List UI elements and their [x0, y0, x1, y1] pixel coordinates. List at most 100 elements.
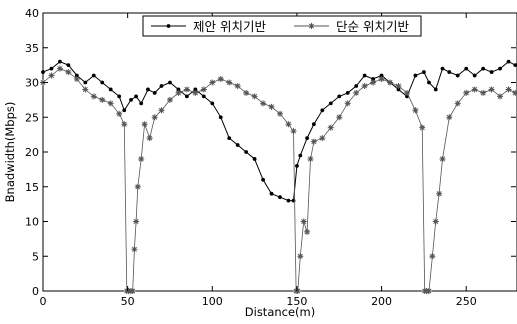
- data-point-series-2: [48, 72, 55, 79]
- data-point-series-1: [298, 153, 303, 158]
- data-point-series-2: [297, 253, 304, 260]
- data-point-series-2: [378, 76, 385, 83]
- data-point-series-2: [412, 107, 419, 114]
- data-point-series-1: [447, 70, 452, 74]
- data-point-series-2: [454, 100, 461, 107]
- x-tick-label: 200: [371, 295, 392, 308]
- data-point-series-1: [421, 70, 426, 74]
- data-point-series-2: [175, 89, 182, 96]
- data-point-series-1: [244, 150, 249, 154]
- x-tick-label: 150: [286, 295, 307, 308]
- data-point-series-2: [463, 89, 470, 96]
- y-tick-label: 35: [25, 42, 39, 55]
- data-point-series-1: [58, 59, 62, 64]
- data-point-series-1: [345, 91, 350, 95]
- data-point-series-1: [278, 195, 282, 200]
- data-point-series-2: [290, 128, 297, 135]
- data-point-series-1: [337, 94, 342, 99]
- data-point-series-1: [513, 63, 517, 68]
- data-point-series-1: [286, 198, 291, 203]
- data-point-series-2: [209, 79, 216, 86]
- data-point-series-2: [505, 86, 512, 93]
- data-point-series-2: [327, 124, 334, 131]
- data-point-series-2: [146, 135, 153, 142]
- data-point-series-2: [158, 107, 165, 114]
- data-point-series-2: [446, 114, 453, 121]
- data-point-series-1: [379, 73, 384, 78]
- data-point-series-1: [506, 59, 511, 64]
- data-point-series-1: [261, 177, 265, 182]
- data-point-series-1: [311, 122, 316, 127]
- data-point-series-1: [129, 97, 133, 102]
- data-point-series-1: [413, 73, 418, 78]
- legend-marker-series-1: [151, 24, 186, 28]
- axis-ticks: 0 50 100 150 200 250 0 5 10 15 20 25 30 35 40: [25, 7, 516, 308]
- data-point-series-2: [370, 79, 377, 86]
- data-point-series-1: [218, 115, 223, 120]
- y-tick-label: 15: [25, 181, 39, 194]
- data-point-series-1: [498, 66, 502, 71]
- data-point-series-2: [183, 86, 190, 93]
- data-point-series-2: [425, 288, 432, 294]
- data-point-series-2: [260, 100, 267, 107]
- x-tick-label: 50: [121, 295, 135, 308]
- data-point-series-2: [116, 110, 123, 117]
- data-point-series-1: [134, 94, 139, 99]
- data-point-series-1: [168, 80, 172, 85]
- y-tick-label: 10: [25, 216, 39, 229]
- data-point-series-2: [129, 288, 136, 294]
- data-point-series-2: [192, 89, 199, 96]
- data-point-series-2: [488, 86, 495, 93]
- data-point-series-1: [489, 70, 494, 74]
- data-point-series-2: [277, 110, 283, 117]
- legend: 제안 위치기반 단순 위치기반: [142, 15, 422, 37]
- data-point-series-2: [403, 89, 410, 96]
- data-point-series-1: [371, 77, 376, 81]
- data-point-series-2: [307, 155, 314, 162]
- data-point-series-2: [226, 79, 233, 86]
- data-point-series-2: [234, 82, 241, 89]
- data-point-series-2: [166, 96, 173, 103]
- x-tick-label: 250: [456, 295, 477, 308]
- legend-label-series-1: 제안 위치기반: [193, 19, 266, 34]
- data-point-series-2: [134, 183, 141, 190]
- data-point-series-1: [66, 63, 71, 68]
- data-point-series-2: [432, 218, 439, 225]
- y-tick-label: 40: [25, 7, 39, 20]
- legend-marker-series-2: [294, 23, 329, 29]
- legend-box: [142, 15, 422, 37]
- data-point-series-1: [184, 94, 189, 99]
- data-point-series-1: [235, 143, 240, 147]
- data-point-series-2: [310, 138, 317, 145]
- data-point-series-2: [285, 121, 292, 128]
- data-point-series-1: [269, 191, 274, 196]
- data-point-series-1: [91, 73, 96, 78]
- data-point-series-2: [133, 218, 140, 225]
- y-tick-label: 25: [25, 111, 39, 124]
- data-point-series-2: [121, 121, 128, 128]
- data-point-series-2: [439, 155, 446, 162]
- y-tick-label: 5: [32, 250, 39, 263]
- data-point-series-2: [56, 65, 63, 72]
- legend-marker-sample: [308, 23, 315, 29]
- data-point-series-1: [472, 73, 477, 78]
- data-point-series-2: [294, 288, 301, 294]
- data-point-series-1: [481, 66, 486, 71]
- x-tick-label: 0: [40, 295, 47, 308]
- data-point-series-1: [252, 157, 257, 161]
- data-point-series-1: [49, 66, 54, 71]
- data-point-series-2: [353, 89, 360, 96]
- data-point-series-2: [497, 93, 504, 100]
- y-axis-title: Bnadwidth(Mbps): [3, 102, 17, 203]
- data-point-series-2: [200, 86, 207, 93]
- data-point-series-1: [41, 70, 45, 74]
- series-2: [40, 65, 517, 294]
- legend-label-series-2: 단순 위치기반: [336, 19, 409, 34]
- data-point-series-1: [227, 136, 232, 141]
- data-point-series-2: [141, 121, 148, 128]
- data-point-series-1: [83, 80, 88, 85]
- data-point-series-2: [387, 79, 394, 86]
- data-point-series-1: [210, 101, 215, 106]
- y-tick-label: 20: [25, 146, 39, 159]
- data-point-series-2: [65, 69, 72, 76]
